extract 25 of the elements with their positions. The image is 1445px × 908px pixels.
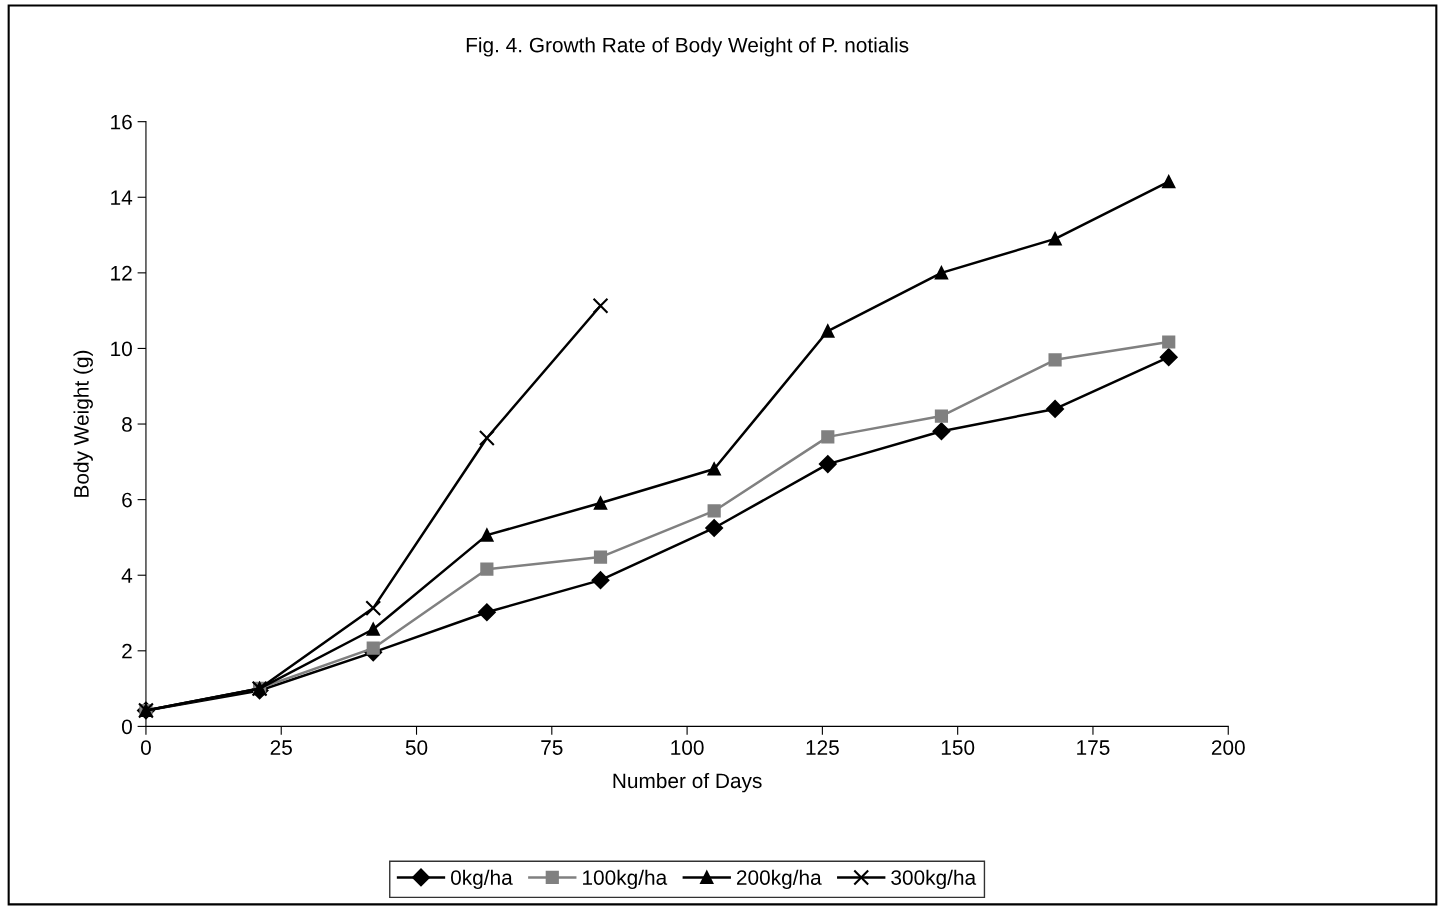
legend-label: 0kg/ha <box>450 869 513 890</box>
x-tick-label: 100 <box>671 740 704 755</box>
chart-title: Fig. 4. Growth Rate of Body Weight of P. notialis <box>466 37 909 57</box>
x-tick-label: 50 <box>405 740 428 755</box>
x-tick-label: 125 <box>806 740 839 755</box>
y-tick-label: 8 <box>122 417 132 432</box>
legend-label: 200kg/ha <box>736 869 822 890</box>
y-tick-label: 4 <box>121 568 133 583</box>
y-tick-label: 2 <box>122 643 132 659</box>
y-tick-label: 14 <box>111 190 133 205</box>
y-axis-title: Body Weight (g) <box>73 350 93 497</box>
x-tick-label: 175 <box>1077 740 1110 755</box>
x-tick-label: 200 <box>1211 740 1245 755</box>
y-tick-label: 0 <box>121 719 132 735</box>
legend-label: 100kg/ha <box>583 869 668 890</box>
x-tick-label: 75 <box>541 740 563 755</box>
y-tick-label: 10 <box>111 341 132 357</box>
legend-label: 300kg/ha <box>891 869 977 890</box>
y-tick-label: 16 <box>111 114 132 130</box>
x-axis-title: Number of Days <box>613 772 762 793</box>
x-tick-label: 25 <box>270 740 292 755</box>
x-tick-label: 150 <box>941 740 975 755</box>
x-tick-label: 0 <box>140 740 151 755</box>
y-tick-label: 12 <box>111 265 132 281</box>
y-tick-label: 6 <box>122 492 132 508</box>
